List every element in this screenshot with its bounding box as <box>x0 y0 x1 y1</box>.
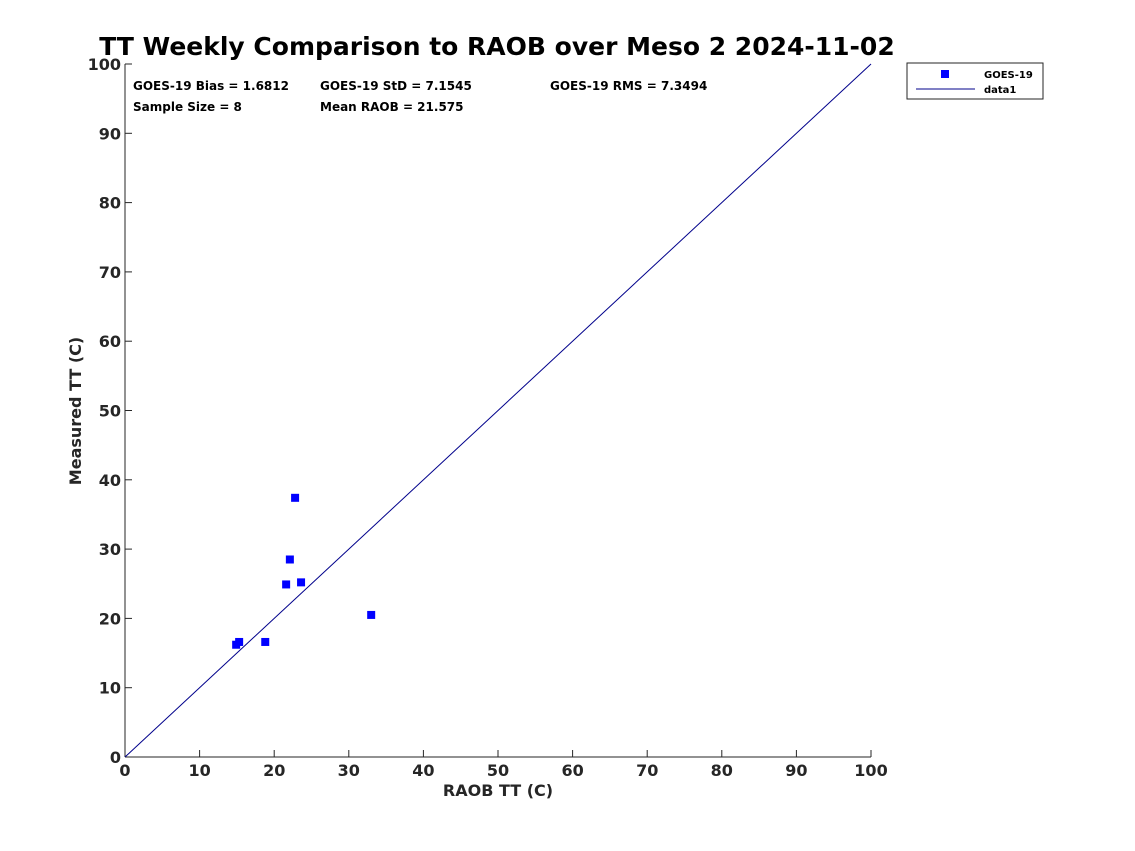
legend: GOES-19 data1 <box>906 62 1044 100</box>
x-tick-label: 80 <box>711 761 733 780</box>
x-tick-label: 70 <box>636 761 658 780</box>
y-tick-label: 40 <box>99 471 121 490</box>
data-point-square <box>297 578 306 587</box>
legend-marker-goes19 <box>941 70 949 78</box>
x-tick-label: 40 <box>412 761 434 780</box>
data-point-square <box>285 555 294 564</box>
std-annotation: GOES-19 StD = 7.1545 <box>320 79 472 93</box>
data-point-square <box>282 580 291 589</box>
y-tick-label: 30 <box>99 540 121 559</box>
data-point-square <box>367 610 376 619</box>
y-tick-label: 80 <box>99 194 121 213</box>
series-layer <box>124 63 872 758</box>
y-tick-label: 0 <box>110 748 121 767</box>
y-tick-label: 70 <box>99 263 121 282</box>
bias-annotation: GOES-19 Bias = 1.6812 <box>133 79 289 93</box>
data-point-square <box>261 637 270 646</box>
x-tick-label: 100 <box>854 761 887 780</box>
y-tick-label: 90 <box>99 124 121 143</box>
x-tick-label: 10 <box>188 761 210 780</box>
legend-label-goes19: GOES-19 <box>984 70 1033 81</box>
x-tick-label: 20 <box>263 761 285 780</box>
y-axis-label: Measured TT (C) <box>66 337 85 485</box>
mean-raob-annotation: Mean RAOB = 21.575 <box>320 100 464 114</box>
x-axis-ticks: 0 10 20 30 40 50 60 70 80 90 100 <box>119 750 888 780</box>
rms-annotation: GOES-19 RMS = 7.3494 <box>550 79 707 93</box>
y-tick-label: 50 <box>99 402 121 421</box>
y-tick-label: 60 <box>99 332 121 351</box>
x-tick-label: 30 <box>338 761 360 780</box>
chart-title: TT Weekly Comparison to RAOB over Meso 2… <box>99 32 894 61</box>
data-point-square <box>235 637 244 646</box>
x-tick-label: 90 <box>785 761 807 780</box>
plot-area: 0 10 20 30 40 50 60 70 80 90 100 0 10 20 30 40 50 60 70 80… <box>88 55 888 780</box>
y-tick-label: 100 <box>88 55 121 74</box>
y-axis-ticks: 0 10 20 30 40 50 60 70 80 90 100 <box>88 55 132 767</box>
reference-line-data1 <box>124 63 872 758</box>
data-point-square <box>291 493 300 502</box>
y-tick-label: 10 <box>99 679 121 698</box>
legend-box <box>906 62 1044 100</box>
x-tick-label: 50 <box>487 761 509 780</box>
sample-size-annotation: Sample Size = 8 <box>133 100 242 114</box>
y-tick-label: 20 <box>99 609 121 628</box>
x-tick-label: 0 <box>119 761 130 780</box>
x-tick-label: 60 <box>561 761 583 780</box>
x-axis-label: RAOB TT (C) <box>443 781 553 800</box>
legend-label-data1: data1 <box>984 85 1016 96</box>
stats-annotations: GOES-19 Bias = 1.6812 GOES-19 StD = 7.15… <box>133 79 707 114</box>
